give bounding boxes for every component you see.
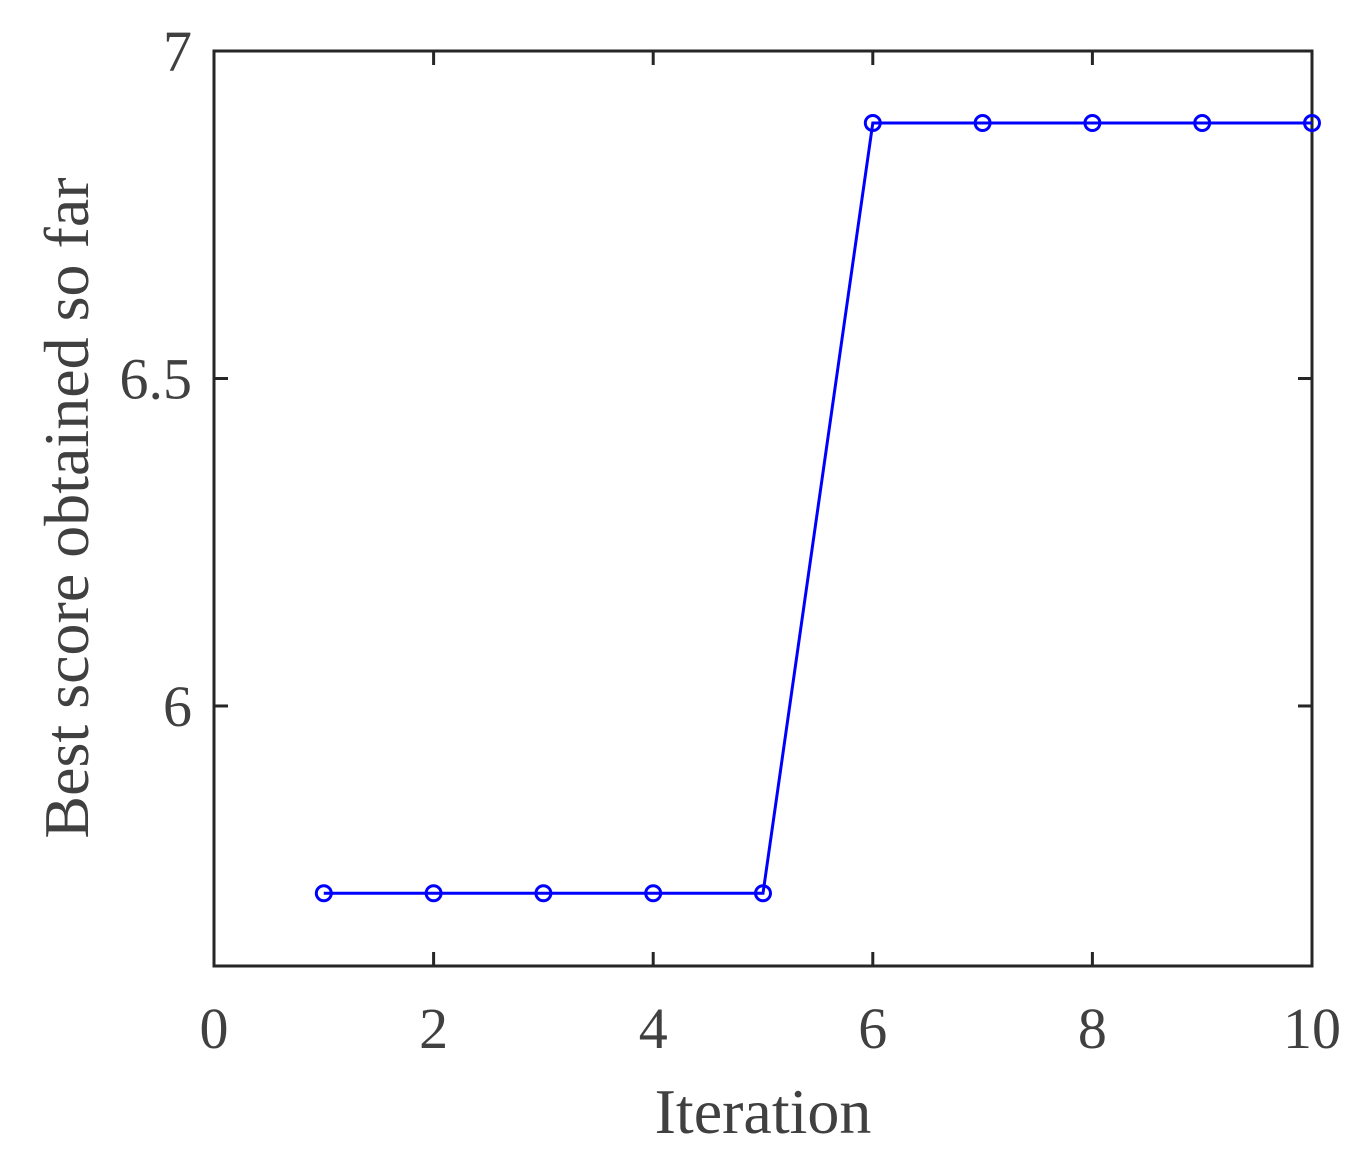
y-tick-label: 6 [163, 674, 192, 739]
x-tick-label: 0 [200, 996, 229, 1061]
data-marker [863, 114, 882, 133]
y-tick-label: 6.5 [120, 346, 193, 411]
x-axis-label: Iteration [655, 1076, 872, 1147]
x-tick-label: 6 [858, 996, 887, 1061]
data-marker [1083, 114, 1102, 133]
data-marker [1193, 114, 1212, 133]
data-line [323, 121, 1312, 895]
data-marker [1303, 114, 1321, 133]
data-marker [754, 884, 772, 903]
data-marker [534, 884, 553, 903]
data-marker [973, 114, 992, 133]
data-marker [314, 884, 333, 903]
data-marker [424, 884, 443, 903]
y-axis-label: Best score obtained so far [31, 177, 102, 838]
plot-frame [212, 49, 1314, 968]
x-tick-label: 4 [639, 996, 668, 1061]
y-tick-label: 7 [163, 19, 192, 84]
x-tick-label: 8 [1078, 996, 1107, 1061]
x-tick-label: 2 [419, 996, 448, 1061]
x-tick-label: 10 [1283, 996, 1341, 1061]
data-marker [644, 884, 663, 903]
